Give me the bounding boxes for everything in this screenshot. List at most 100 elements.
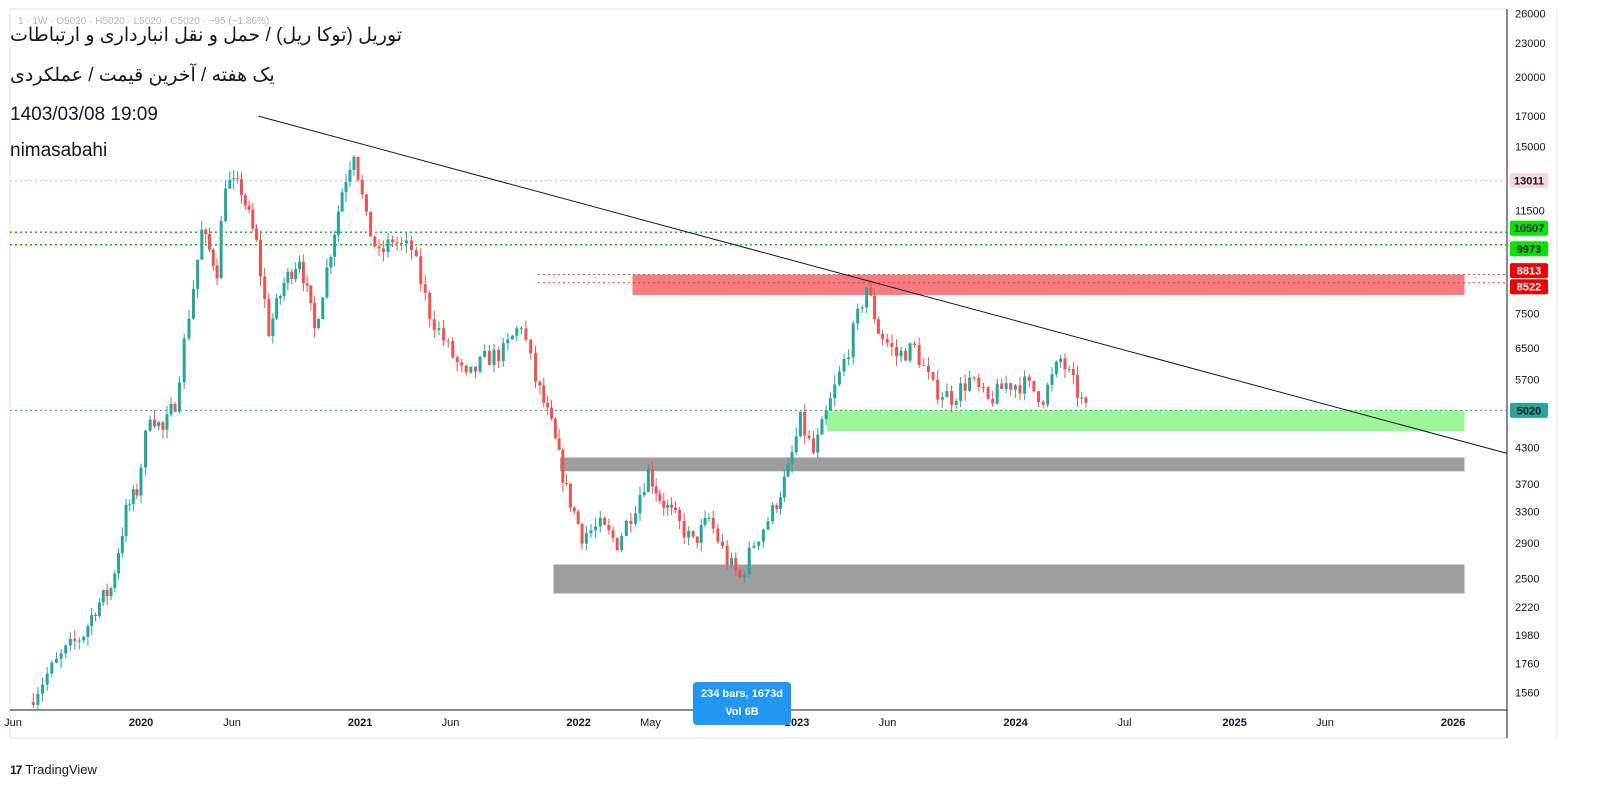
candle-body [654,486,658,494]
candle-body [666,504,670,508]
candle-body [1004,383,1008,389]
candle-body [682,520,686,538]
candle-body [50,662,54,674]
candle-body [409,240,413,251]
candle-body [1080,397,1084,399]
candle-body [487,350,491,366]
candle-body [157,422,161,427]
price-label-bg-4 [1510,279,1548,295]
ohlc-readout: 1 · 1W · O5020 · H5020 · L5020 · C5020 ·… [18,16,270,27]
candle-body [721,541,725,546]
candle-body [603,517,607,525]
candle-body [423,284,427,293]
chart-datetime: 1403/03/08 19:09 [10,104,158,125]
candle-body [1009,383,1013,390]
candle-body [101,590,105,603]
x-tick-label-0: Jun [4,717,22,729]
candle-body [161,422,165,430]
candle-body [981,387,985,389]
zone-3 [553,564,1465,594]
candle-body [54,658,58,663]
candle-body [336,211,340,235]
candle-body [73,638,77,641]
date-range-tooltip: 234 bars, 1673d Vol 6B [693,682,791,725]
candle-body [497,349,501,361]
candle-body [278,296,282,299]
candle-body [620,536,624,551]
candle-body [963,383,967,391]
candle-body [271,318,275,337]
candle-body [356,156,360,180]
candle-body [211,249,215,266]
candle-body [529,339,533,354]
candle-body [917,344,921,366]
candle-body [1063,358,1067,370]
candle-body [950,391,954,405]
plot-frame [9,8,1508,739]
candle-body [492,349,496,366]
candle-body [77,640,81,642]
candle-body [730,557,734,565]
candle-body [414,250,418,257]
candle-body [294,269,298,280]
candle-body [131,489,135,505]
candle-body [478,356,482,372]
candle-body [93,614,97,616]
candle-body [305,283,309,286]
candle-body [290,271,294,280]
candle-body [873,295,877,320]
candle-body [1018,385,1022,394]
candle-body [856,308,860,324]
candle-body [908,343,912,361]
y-tick-label-6: 7500 [1515,309,1539,321]
y-ticks-layer: 26000 23000 20000 17000 15000 11500 7500 6500 57… [1515,9,1546,700]
candle-body [483,350,487,357]
candle-body [553,418,557,439]
candle-body [695,536,699,543]
candle-body [968,377,972,391]
candle-body [432,319,436,330]
candle-body [899,350,903,357]
candle-body [386,239,390,253]
tradingview-brand[interactable]: 17 TradingView [10,762,97,777]
candle-body [782,476,786,498]
candle-body [120,536,124,554]
candle-body [646,468,650,492]
y-tick-label-4: 15000 [1515,141,1546,153]
candle-body [321,297,325,320]
trendline [258,115,1508,454]
y-tick-label-9: 4300 [1515,443,1539,455]
candle-body [215,265,219,279]
candle-body [1054,362,1058,375]
candle-body [251,209,255,229]
candle-body [258,239,262,277]
candle-body [542,385,546,403]
candle-body [400,243,404,245]
y-tick-label-12: 2900 [1515,538,1539,550]
candle-body [428,292,432,320]
candle-body [364,194,368,212]
candle-body [650,468,654,487]
candle-body [329,256,333,268]
candle-body [208,234,212,250]
candle-body [847,357,851,360]
candle-body [634,513,638,524]
candle-body [611,530,615,538]
candle-body [658,493,662,501]
candle-body [1041,402,1045,405]
candle-body [348,169,352,182]
x-tick-label-10: Jul [1117,717,1131,729]
candle-body [790,452,794,465]
candle-body [267,298,271,337]
zone-0 [632,274,1465,295]
candle-body [954,400,958,405]
candle-body [239,179,243,196]
price-label-1: 10507 [1514,223,1545,235]
x-tick-label-2: Jun [223,717,241,729]
candle-body [991,398,995,404]
candle-body [177,382,181,412]
y-tick-label-16: 1760 [1515,658,1539,670]
candle-body [196,259,200,289]
